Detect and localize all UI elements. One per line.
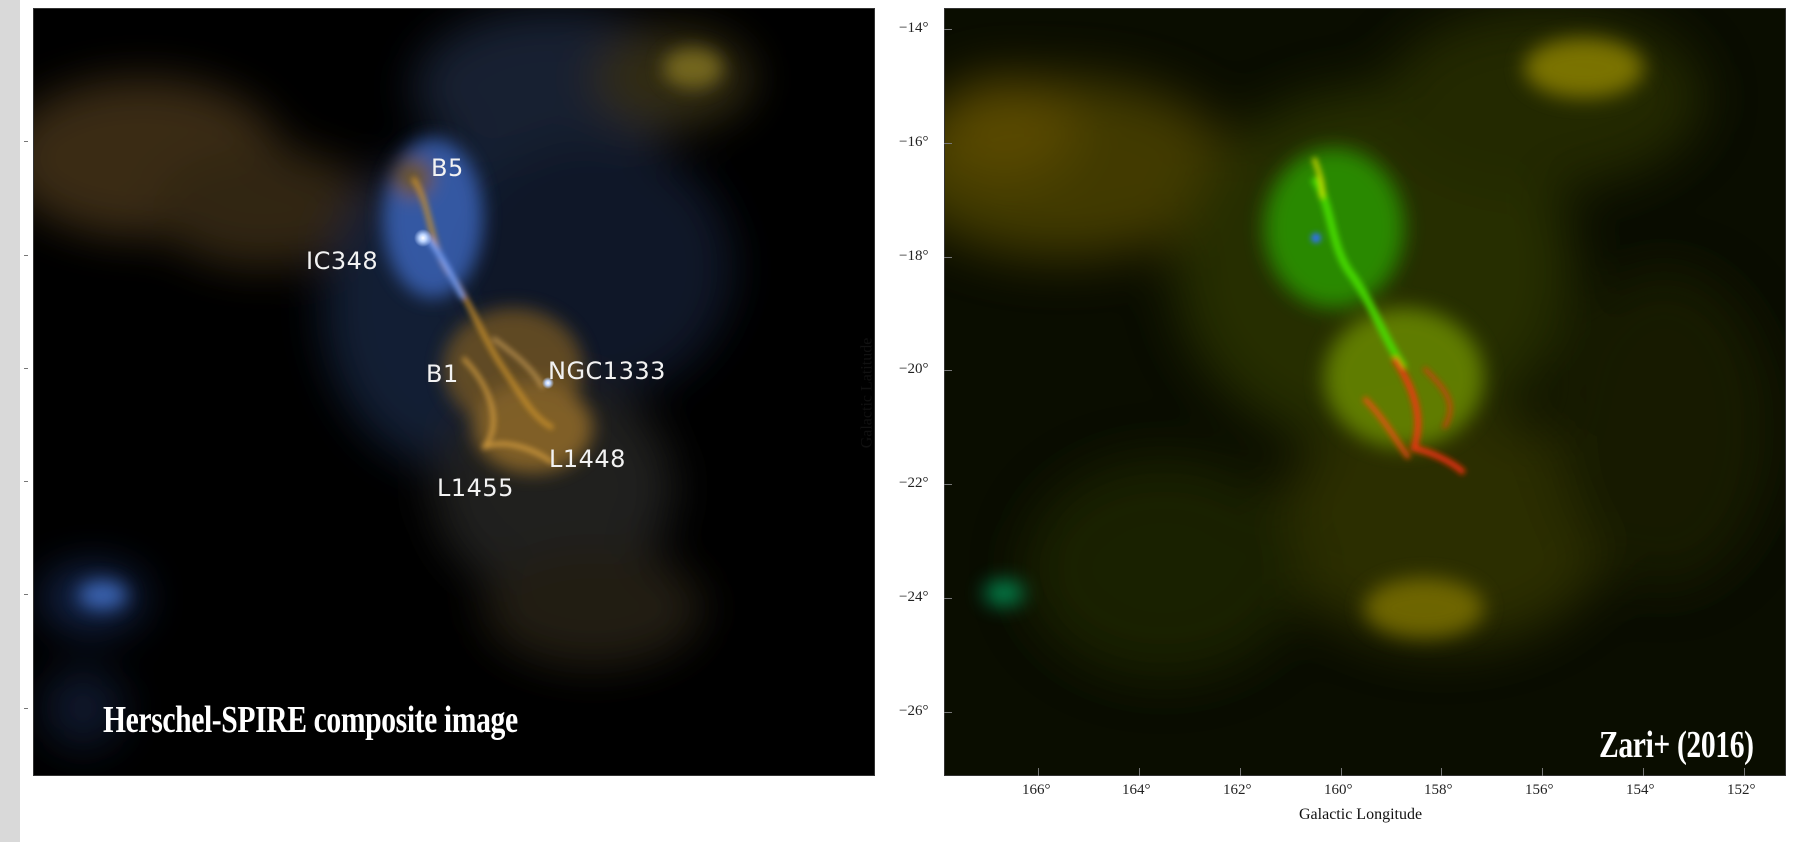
label-l1448: L1448 bbox=[549, 445, 626, 473]
label-ngc1333: NGC1333 bbox=[548, 357, 666, 385]
x-tick-8: 152° bbox=[1727, 782, 1756, 798]
label-b1: B1 bbox=[426, 360, 459, 388]
y-tick-1: −14° bbox=[899, 20, 929, 36]
y-tick-7: −26° bbox=[899, 703, 929, 719]
label-l1455: L1455 bbox=[437, 474, 514, 502]
x-tick-7: 154° bbox=[1626, 782, 1655, 798]
x-axis-title: Galactic Longitude bbox=[1299, 806, 1423, 823]
y-tick-3: −18° bbox=[899, 248, 929, 264]
y-tick-4: −20° bbox=[899, 361, 929, 377]
y-tick-2: −16° bbox=[899, 134, 929, 150]
x-tick-5: 158° bbox=[1424, 782, 1453, 798]
herschel-spire-composite-panel: B5 IC348 B1 NGC1333 L1448 L1455 Herschel… bbox=[33, 8, 875, 776]
y-tick-6: −24° bbox=[899, 589, 929, 605]
x-tick-2: 164° bbox=[1122, 782, 1151, 798]
x-tick-1: 166° bbox=[1022, 782, 1051, 798]
x-tick-4: 160° bbox=[1324, 782, 1353, 798]
caption-herschel: Herschel-SPIRE composite image bbox=[103, 699, 518, 741]
label-b5: B5 bbox=[431, 154, 464, 182]
y-axis-title: Galactic Latitude bbox=[858, 337, 876, 449]
x-tick-3: 162° bbox=[1223, 782, 1252, 798]
y-tick-5: −22° bbox=[899, 475, 929, 491]
herschel-composite-image bbox=[33, 8, 753, 748]
zari-map-image bbox=[944, 8, 1774, 678]
caption-zari: Zari+ (2016) bbox=[1599, 724, 1754, 766]
zari-2016-panel: Zari+ (2016) bbox=[944, 8, 1786, 776]
label-ic348: IC348 bbox=[306, 247, 379, 275]
x-tick-6: 156° bbox=[1525, 782, 1554, 798]
